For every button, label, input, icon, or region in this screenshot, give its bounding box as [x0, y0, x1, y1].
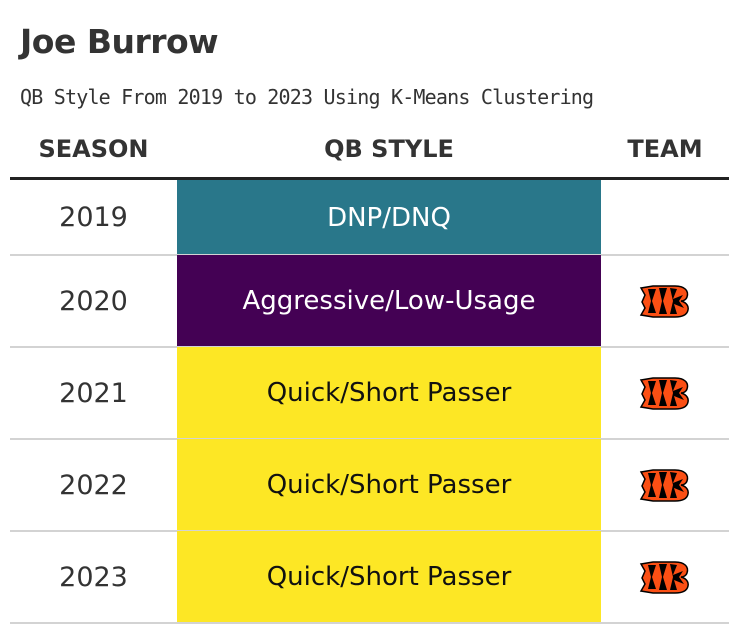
qb-style-cell: Aggressive/Low-Usage [177, 255, 601, 347]
header-qb-style: QB STYLE [324, 135, 454, 163]
season-cell: 2022 [59, 469, 128, 501]
header-rule [10, 177, 729, 180]
qb-style-cell: DNP/DNQ [177, 180, 601, 255]
team-cell [601, 180, 729, 255]
table-row: 2020 Aggressive/Low-Usage [10, 255, 729, 348]
table-row: 2019 DNP/DNQ [10, 180, 729, 256]
table-row: 2021 Quick/Short Passer [10, 347, 729, 440]
table-row: 2022 Quick/Short Passer [10, 439, 729, 532]
header-team: TEAM [627, 135, 703, 163]
row-divider [10, 622, 729, 624]
season-cell: 2023 [59, 561, 128, 593]
team-cell [601, 531, 729, 623]
qb-style-cell: Quick/Short Passer [177, 439, 601, 531]
team-cell [601, 347, 729, 439]
season-cell: 2020 [59, 285, 128, 317]
chart-subtitle: QB Style From 2019 to 2023 Using K-Means… [20, 85, 594, 109]
bengals-logo-icon [639, 469, 689, 502]
qb-style-cell: Quick/Short Passer [177, 531, 601, 623]
bengals-logo-icon [639, 285, 689, 318]
table-row: 2023 Quick/Short Passer [10, 531, 729, 624]
team-cell [601, 439, 729, 531]
chart-title: Joe Burrow [20, 22, 219, 61]
qb-style-cell: Quick/Short Passer [177, 347, 601, 439]
season-cell: 2021 [59, 377, 128, 409]
bengals-logo-icon [639, 561, 689, 594]
header-season: SEASON [38, 135, 149, 163]
team-cell [601, 255, 729, 347]
season-cell: 2019 [59, 202, 128, 233]
bengals-logo-icon [639, 377, 689, 410]
